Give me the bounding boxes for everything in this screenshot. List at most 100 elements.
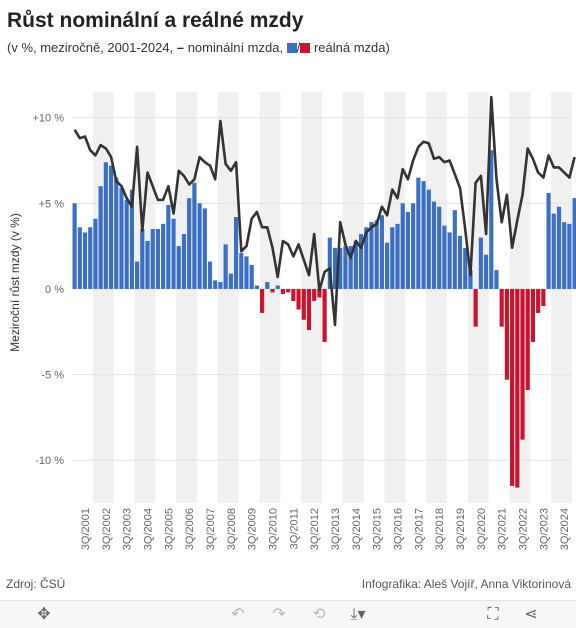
real-wage-bar xyxy=(447,232,452,289)
move-icon[interactable]: ✥ xyxy=(37,606,51,623)
real-wage-bar xyxy=(82,232,88,289)
redo-icon[interactable]: ↷ xyxy=(272,606,286,623)
real-wage-bar xyxy=(77,227,82,289)
year-band xyxy=(92,92,114,503)
real-wage-bar xyxy=(395,223,400,289)
real-wage-bar xyxy=(556,206,562,289)
x-tick-label: 3Q/2002 xyxy=(101,508,113,550)
real-wage-bar xyxy=(400,203,405,289)
real-wage-bar xyxy=(140,229,145,289)
real-wage-bar xyxy=(135,261,140,289)
real-wage-bar xyxy=(478,237,483,289)
x-tick-label: 3Q/2022 xyxy=(518,508,530,550)
real-wage-bar xyxy=(260,288,265,313)
real-wage-bar xyxy=(572,198,576,289)
x-tick-label: 3Q/2008 xyxy=(226,508,238,550)
credit-note: Infografika: Aleš Vojíř, Anna Viktorinov… xyxy=(361,577,571,591)
x-tick-label: 3Q/2024 xyxy=(559,508,571,550)
real-wage-bar xyxy=(411,203,416,289)
real-wage-bar xyxy=(166,205,171,289)
real-wage-bar xyxy=(327,237,332,289)
real-wage-bar xyxy=(483,254,489,289)
chart-title: Růst nominální a reálné mzdy xyxy=(7,9,304,32)
x-tick-label: 3Q/2001 xyxy=(80,508,92,550)
real-wage-bar xyxy=(348,246,353,289)
real-wage-bar xyxy=(275,285,280,289)
real-wage-bar xyxy=(176,246,181,289)
real-wage-bar xyxy=(207,261,213,289)
real-wage-bar xyxy=(442,225,447,289)
share-icon[interactable]: ⋖ xyxy=(524,606,538,623)
x-tick-label: 3Q/2010 xyxy=(268,508,280,550)
real-wage-bar xyxy=(457,235,463,289)
legend-slash: / xyxy=(296,40,301,55)
year-band xyxy=(301,92,322,503)
real-wage-bar xyxy=(421,181,426,289)
real-wage-bar xyxy=(103,162,108,289)
real-wage-bar xyxy=(562,222,567,289)
real-legend-label: reálná mzda) xyxy=(313,40,390,55)
nominal-wage-line xyxy=(73,95,576,327)
real-wage-bar xyxy=(181,234,187,289)
y-tick-label: 0 % xyxy=(45,284,64,296)
nominal-legend-label: nominální mzda, xyxy=(187,40,284,55)
viz-toolbar: ✥ ↶ ↷ ⟲ ⤓▾ ⛶ ⋖ xyxy=(0,600,576,628)
x-tick-label: 3Q/2023 xyxy=(538,508,550,550)
year-band xyxy=(342,92,364,503)
real-wage-bar xyxy=(343,246,348,289)
real-wage-bar xyxy=(551,213,556,289)
real-wage-bar xyxy=(426,189,431,289)
download-icon[interactable]: ⤓▾ xyxy=(350,606,366,623)
x-tick-label: 3Q/2014 xyxy=(351,508,363,550)
real-wage-bar xyxy=(192,182,197,289)
y-tick-label: -5 % xyxy=(41,370,64,382)
real-wage-bar xyxy=(171,218,176,289)
real-wage-bar xyxy=(364,227,369,289)
x-tick-label: 3Q/2006 xyxy=(184,508,196,550)
x-tick-label: 3Q/2016 xyxy=(393,508,405,550)
real-wage-bar xyxy=(202,208,207,289)
real-wage-bar xyxy=(88,227,93,289)
real-wage-bar xyxy=(213,280,218,289)
real-wage-bar xyxy=(322,288,327,343)
real-wage-bar xyxy=(510,288,515,486)
x-tick-label: 3Q/2012 xyxy=(309,508,321,550)
wage-growth-chart: +10 % +5 % 0 % -5 % -10 % Meziroční růst mzdy… xyxy=(8,92,576,550)
fullscreen-icon[interactable]: ⛶ xyxy=(487,606,499,623)
x-tick-label: 3Q/2021 xyxy=(497,508,509,550)
x-tick-label: 3Q/2013 xyxy=(330,508,342,550)
real-wage-bar xyxy=(369,222,374,289)
real-wage-bar xyxy=(265,282,270,289)
x-tick-label: 3Q/2020 xyxy=(476,508,488,550)
real-wage-bar xyxy=(254,285,259,289)
x-tick-label: 3Q/2019 xyxy=(455,508,467,550)
subtitle-prefix: (v %, meziročně, 2001-2024, xyxy=(7,40,174,55)
real-wage-bar xyxy=(317,288,322,298)
source-note: Zdroj: ČSÚ xyxy=(6,577,66,591)
revert-icon[interactable]: ⟲ xyxy=(312,606,326,623)
real-wage-bar xyxy=(291,288,296,301)
chart-subtitle: (v %, meziročně, 2001-2024, – nominální … xyxy=(7,40,390,55)
real-wage-bar xyxy=(405,211,411,289)
real-wage-bar xyxy=(437,206,442,289)
real-wage-bar xyxy=(114,177,119,289)
real-wage-bar xyxy=(468,270,473,289)
real-wage-bar xyxy=(161,223,166,289)
real-wage-bar xyxy=(494,270,499,289)
real-wage-bar xyxy=(218,282,223,289)
x-tick-label: 3Q/2007 xyxy=(205,508,217,550)
real-wage-bar xyxy=(463,247,468,289)
real-wage-bar xyxy=(525,288,530,390)
real-wage-bar xyxy=(286,288,291,293)
real-wage-bar xyxy=(567,223,572,289)
real-wage-bar xyxy=(223,244,228,289)
real-wage-bar xyxy=(249,264,254,289)
x-tick-label: 3Q/2011 xyxy=(288,508,300,549)
y-tick-label: +10 % xyxy=(33,113,65,125)
year-band xyxy=(509,92,531,503)
undo-icon[interactable]: ↶ xyxy=(231,606,245,623)
real-wage-bar xyxy=(541,288,546,307)
real-wage-bar xyxy=(504,288,509,380)
real-wage-bar xyxy=(332,247,338,289)
real-wage-bar xyxy=(301,288,306,320)
